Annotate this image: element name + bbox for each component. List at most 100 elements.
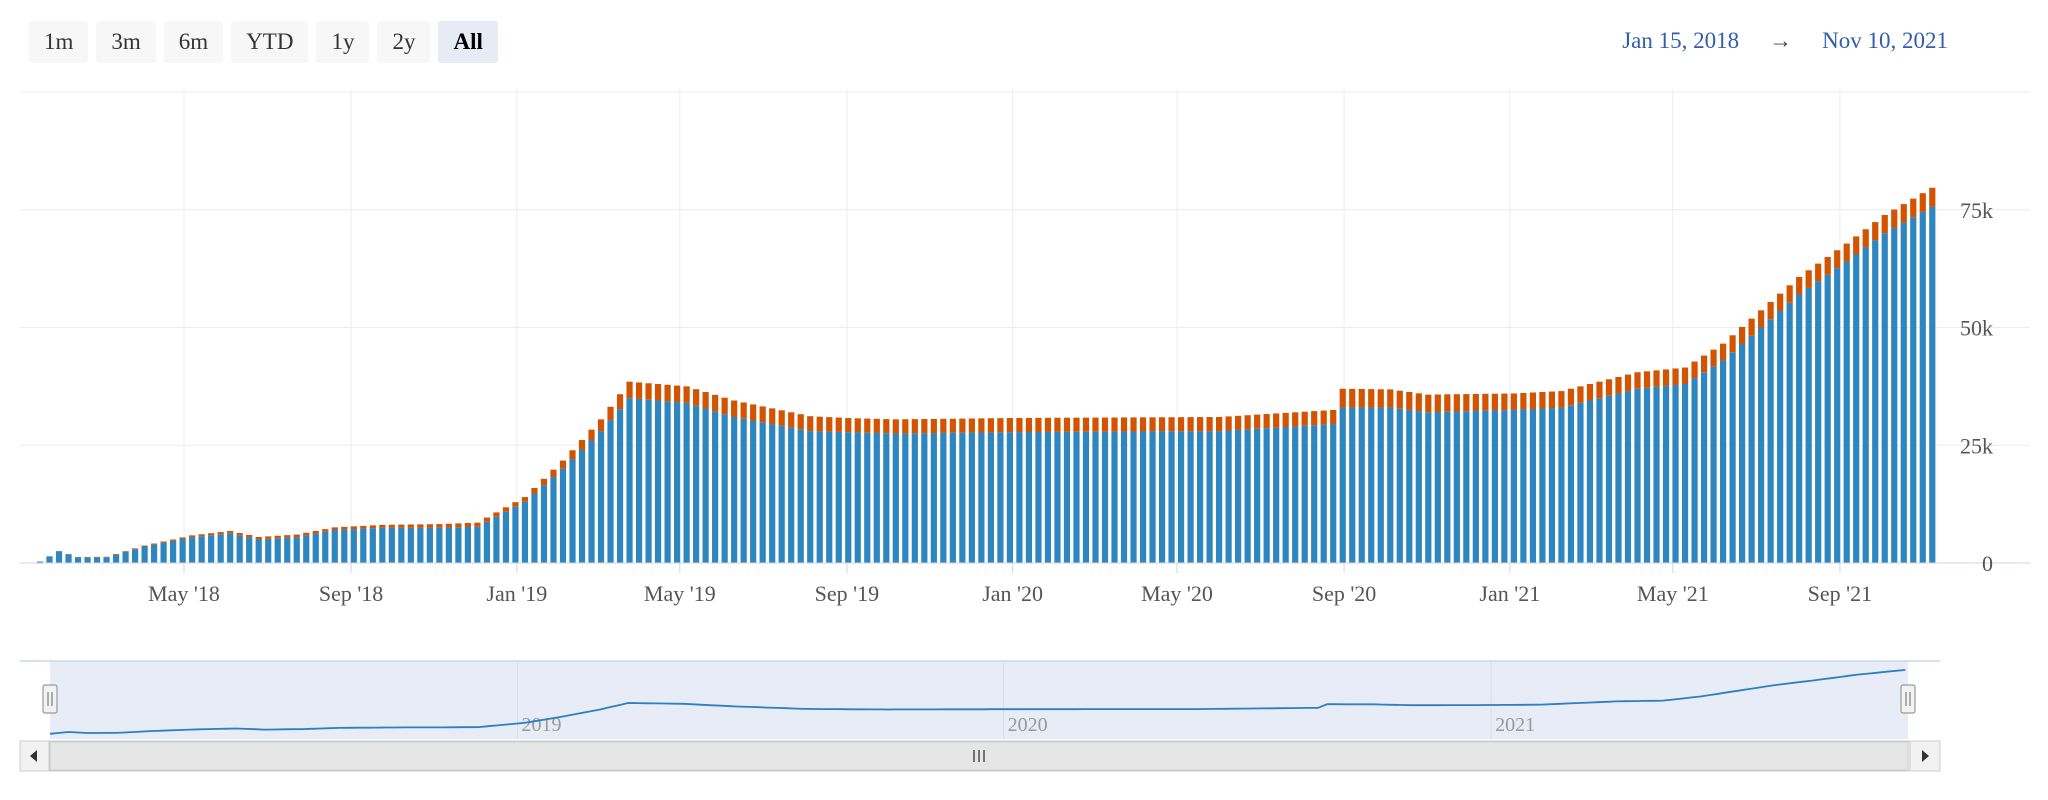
bar-segment-primary (1311, 425, 1318, 563)
range-button-all[interactable]: All (438, 21, 498, 63)
bar-segment-secondary (1111, 417, 1118, 432)
bar-segment-secondary (1453, 394, 1460, 412)
bar-segment-primary (1330, 424, 1337, 563)
bar-segment-primary (816, 431, 823, 563)
bar-segment-primary (1368, 407, 1375, 563)
bar-segment-secondary (788, 412, 795, 428)
bar-segment-primary (1881, 233, 1888, 564)
bar-segment-primary (1273, 427, 1280, 563)
bar-segment-secondary (1729, 335, 1736, 353)
bar-segment-primary (731, 416, 738, 563)
range-button-2y[interactable]: 2y (377, 21, 431, 63)
bar-segment-secondary (1463, 394, 1470, 412)
bar-segment-primary (265, 538, 272, 563)
x-tick-label: Jan '19 (486, 581, 547, 606)
bar-segment-primary (1168, 431, 1175, 563)
bar-segment-primary (1548, 408, 1556, 563)
triangle-left-icon[interactable] (30, 750, 37, 762)
bar-segment-secondary (464, 523, 472, 527)
bar-segment-primary (607, 420, 614, 563)
bar-segment-secondary (131, 548, 139, 550)
bar-segment-primary (84, 557, 91, 563)
bar-segment-secondary (883, 419, 890, 434)
bar-segment-secondary (911, 419, 918, 434)
bar-segment-secondary (1672, 368, 1679, 385)
date-from[interactable]: Jan 15, 2018 (1622, 28, 1740, 53)
bar-segment-primary (170, 540, 177, 563)
range-button-1y[interactable]: 1y (316, 21, 370, 63)
navigator-label: 2020 (1008, 714, 1048, 736)
bar-segment-primary (1681, 384, 1689, 563)
bar-segment-secondary (1777, 293, 1784, 312)
bar-segment-secondary (112, 553, 120, 555)
bar-segment-primary (112, 554, 120, 563)
bar-segment-secondary (1044, 417, 1052, 432)
triangle-right-icon[interactable] (1922, 750, 1929, 762)
bar-segment-primary (968, 432, 975, 563)
navigator[interactable]: 2019 2020 2021 (20, 660, 1940, 739)
bar-segment-secondary (664, 384, 671, 402)
bar-segment-primary (1739, 343, 1746, 563)
bar-segment-primary (1472, 410, 1479, 563)
bar-segment-secondary (759, 406, 766, 423)
grip-icon[interactable] (973, 750, 985, 762)
bar-segment-secondary (845, 418, 852, 433)
bar-segment-primary (65, 554, 72, 563)
bar-segment-secondary (1529, 392, 1537, 409)
bar-segment-primary (1510, 409, 1517, 563)
bar-segment-primary (1016, 432, 1023, 563)
bar-segment-secondary (921, 419, 928, 434)
bar-segment-primary (1520, 409, 1527, 563)
bar-segment-secondary (1387, 389, 1394, 408)
bar-segment-secondary (1910, 198, 1917, 218)
bar-segment-secondary (1634, 372, 1641, 389)
bar-segment-secondary (873, 418, 880, 433)
bar-segment-primary (664, 401, 671, 563)
bar-segment-secondary (1177, 417, 1185, 432)
bar-segment-secondary (255, 537, 262, 540)
bar-segment-primary (1596, 398, 1603, 563)
range-button-1m[interactable]: 1m (29, 21, 89, 63)
bar-segment-primary (1853, 254, 1860, 563)
bar-segment-secondary (521, 497, 529, 502)
bar-segment-secondary (265, 536, 272, 539)
bar-segment-secondary (341, 526, 348, 530)
bar-segment-primary (911, 433, 918, 563)
scrollbar[interactable] (19, 740, 1941, 772)
bar-segment-secondary (1758, 310, 1765, 328)
bar-segment-primary (93, 557, 101, 563)
navigator-handle-right[interactable] (1900, 684, 1916, 714)
bar-segment-primary (1529, 408, 1537, 563)
bar-segment-secondary (1891, 209, 1898, 228)
bar-segment-secondary (616, 394, 624, 410)
bar-segment-secondary (712, 394, 719, 412)
bar-segment-primary (997, 432, 1004, 563)
range-button-6m[interactable]: 6m (163, 21, 224, 63)
bar-segment-secondary (1054, 417, 1061, 432)
bar-segment-secondary (1710, 349, 1717, 367)
bar-segment-primary (521, 501, 529, 563)
bar-segment-primary (1425, 412, 1432, 563)
bar-segment-secondary (569, 450, 576, 460)
bar-segment-primary (46, 556, 53, 563)
bar-segment-primary (949, 432, 956, 563)
bar-segment-secondary (1016, 417, 1023, 433)
bar-segment-primary (1254, 428, 1261, 563)
bar-segment-secondary (1082, 417, 1090, 432)
range-button-3m[interactable]: 3m (96, 21, 156, 63)
date-to[interactable]: Nov 10, 2021 (1822, 28, 1948, 53)
x-tick-label: Sep '18 (319, 581, 383, 606)
bar-segment-primary (864, 432, 871, 563)
bar-segment-secondary (1301, 411, 1308, 426)
navigator-handle-left[interactable] (42, 684, 58, 714)
bar-segment-primary (712, 411, 719, 563)
bar-segment-primary (1824, 274, 1831, 563)
bar-segment-primary (1758, 327, 1765, 563)
bar-segment-primary (388, 527, 395, 563)
bar-segment-primary (1073, 431, 1080, 563)
range-button-ytd[interactable]: YTD (231, 21, 309, 63)
navigator-selection[interactable] (50, 661, 1908, 739)
bar-segment-secondary (1101, 417, 1109, 432)
x-tick-label: May '18 (148, 581, 220, 606)
bar-segment-secondary (1548, 391, 1556, 409)
